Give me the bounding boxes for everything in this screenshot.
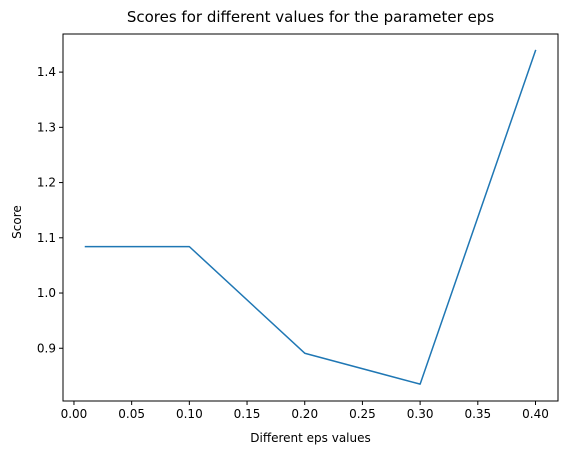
y-tick-label: 0.9 xyxy=(37,341,56,355)
y-tick-label: 1.1 xyxy=(37,231,56,245)
x-tick-label: 0.05 xyxy=(118,407,145,421)
x-tick-label: 0.40 xyxy=(522,407,549,421)
y-axis-label: Score xyxy=(10,205,24,239)
series-line-0 xyxy=(84,49,537,385)
chart-title: Scores for different values for the para… xyxy=(127,8,495,26)
y-tick-label: 1.4 xyxy=(37,65,56,79)
y-tick-label: 1.2 xyxy=(37,176,56,190)
y-tick-label: 1.3 xyxy=(37,120,56,134)
axes-frame xyxy=(62,33,559,402)
x-tick-label: 0.30 xyxy=(407,407,434,421)
x-tick-label: 0.20 xyxy=(291,407,318,421)
x-tick-label: 0.15 xyxy=(234,407,261,421)
x-tick-label: 0.25 xyxy=(349,407,376,421)
x-tick-label: 0.00 xyxy=(61,407,88,421)
plot-area: 0.00 0.05 0.10 0.15 0.20 0.25 0.30 0.35 0.40 0.9 1… xyxy=(37,33,559,421)
x-axis-label: Different eps values xyxy=(250,431,371,445)
y-tick-label: 1.0 xyxy=(37,286,56,300)
x-tick-label: 0.10 xyxy=(176,407,203,421)
x-tick-label: 0.35 xyxy=(464,407,491,421)
